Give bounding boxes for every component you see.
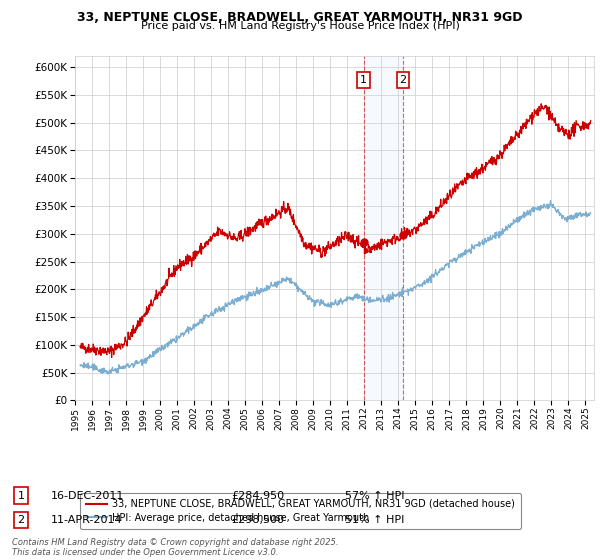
Text: 1: 1 — [17, 491, 25, 501]
Legend: 33, NEPTUNE CLOSE, BRADWELL, GREAT YARMOUTH, NR31 9GD (detached house), HPI: Ave: 33, NEPTUNE CLOSE, BRADWELL, GREAT YARMO… — [80, 493, 521, 529]
Text: 51% ↑ HPI: 51% ↑ HPI — [345, 515, 404, 525]
Text: Price paid vs. HM Land Registry's House Price Index (HPI): Price paid vs. HM Land Registry's House … — [140, 21, 460, 31]
Text: £298,500: £298,500 — [231, 515, 284, 525]
Text: 2: 2 — [17, 515, 25, 525]
Text: 33, NEPTUNE CLOSE, BRADWELL, GREAT YARMOUTH, NR31 9GD: 33, NEPTUNE CLOSE, BRADWELL, GREAT YARMO… — [77, 11, 523, 24]
Text: 16-DEC-2011: 16-DEC-2011 — [51, 491, 124, 501]
Bar — [364, 56, 403, 400]
Text: 2: 2 — [400, 75, 407, 85]
Text: Contains HM Land Registry data © Crown copyright and database right 2025.
This d: Contains HM Land Registry data © Crown c… — [12, 538, 338, 557]
Text: 1: 1 — [360, 75, 367, 85]
Text: 11-APR-2014: 11-APR-2014 — [51, 515, 122, 525]
Text: 57% ↑ HPI: 57% ↑ HPI — [345, 491, 404, 501]
Text: £284,950: £284,950 — [231, 491, 284, 501]
